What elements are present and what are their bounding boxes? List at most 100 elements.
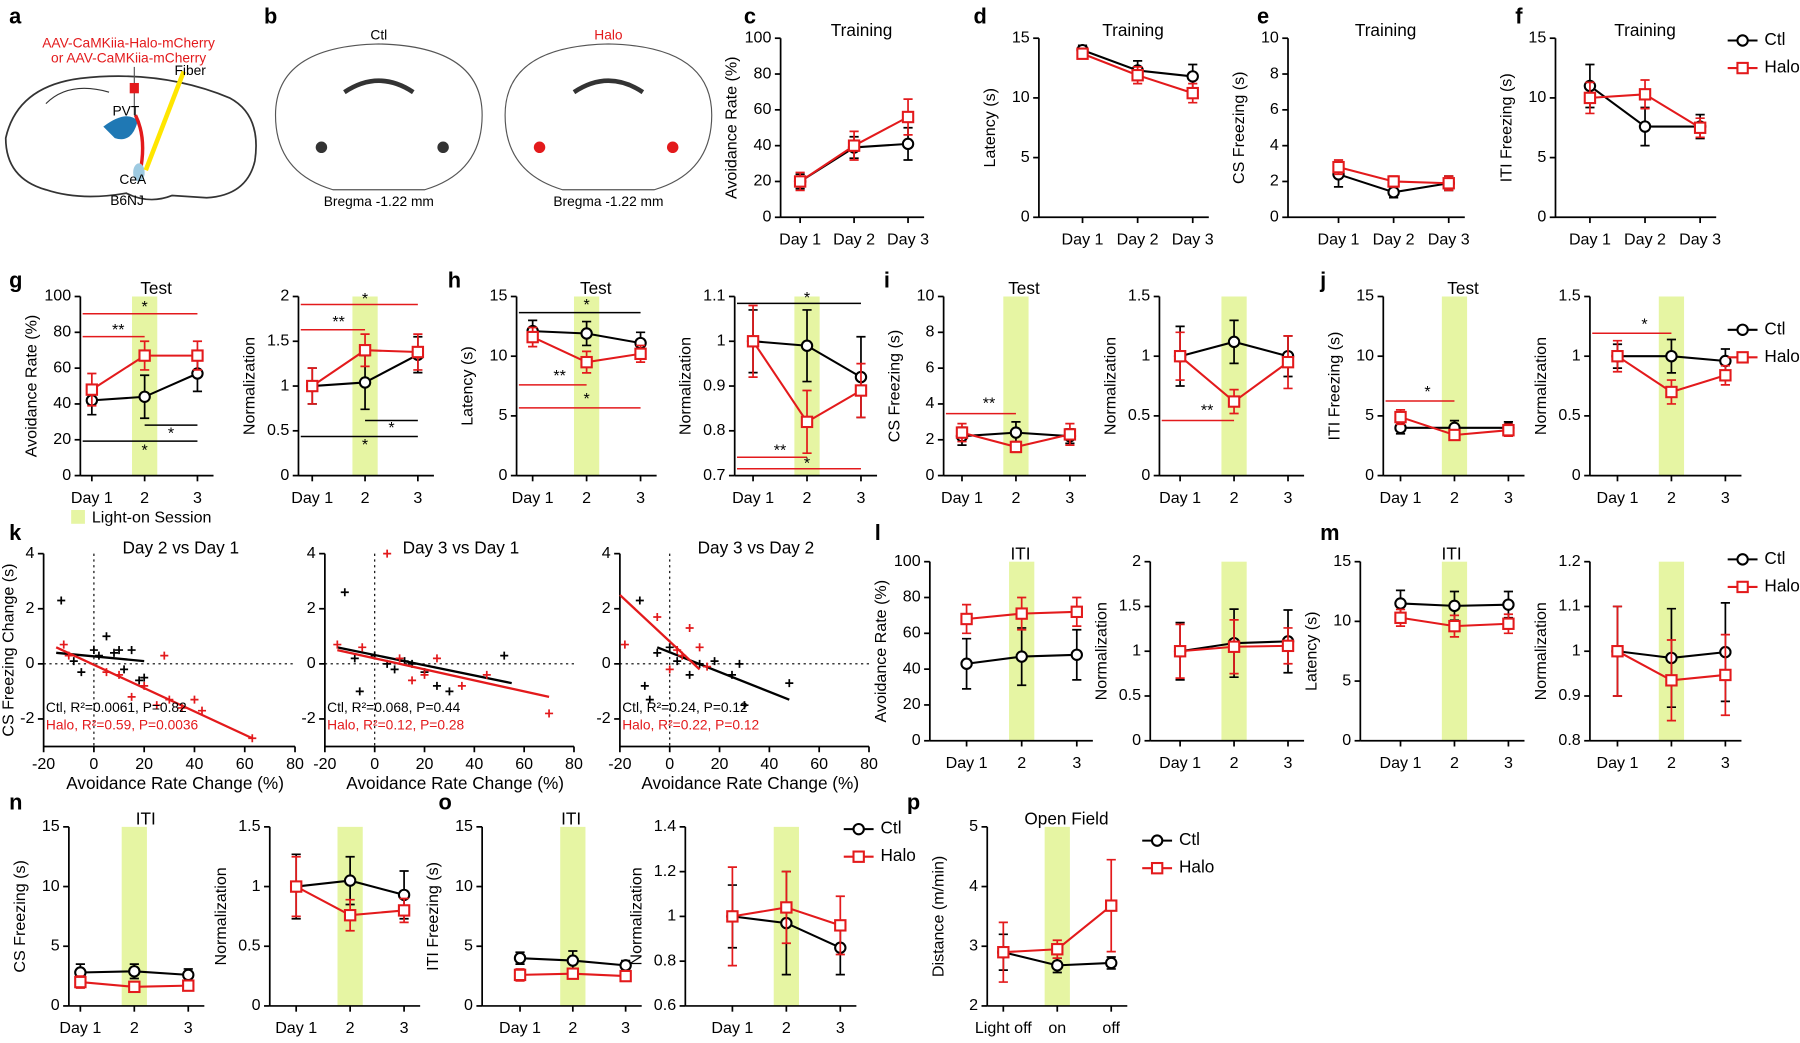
x-tick-label: 3 — [1284, 489, 1293, 507]
x-tick-label: 20 — [416, 755, 434, 773]
y-tick-label: 0 — [1365, 466, 1374, 484]
y-tick-label: 1.5 — [238, 817, 260, 835]
panel-title: Test — [140, 278, 172, 298]
y-tick-label: 80 — [53, 323, 71, 341]
data-point — [955, 426, 969, 439]
y-tick-label: 5 — [1365, 406, 1374, 424]
data-point — [420, 670, 429, 679]
x-tick-label: Day 2 — [1373, 231, 1415, 249]
y-tick-label: 1 — [1141, 346, 1150, 364]
sig-label: ** — [983, 395, 996, 413]
light-band — [1441, 561, 1468, 741]
data-point — [1442, 177, 1455, 190]
x-tick-label: 60 — [515, 755, 533, 773]
y-tick-label: 0.7 — [703, 466, 725, 484]
legend-label: Halo — [1764, 346, 1799, 366]
y-tick-label: 10 — [917, 287, 935, 305]
fit-line — [337, 648, 550, 699]
y-tick-label: 20 — [903, 695, 921, 713]
y-tick-label: 1.5 — [1558, 287, 1580, 305]
y-axis-label: ITI Freezing (s) — [1498, 73, 1516, 182]
panel-title: ITI — [1010, 543, 1030, 563]
data-point — [685, 670, 694, 679]
y-axis-label: Avoidance Rate (%) — [723, 56, 741, 199]
label: Bregma -1.22 mm — [324, 194, 434, 209]
label: CeA — [119, 172, 147, 187]
x-tick-label: 2 — [361, 489, 370, 507]
y-tick-label: 0.5 — [1558, 406, 1580, 424]
data-point — [109, 648, 119, 657]
data-point — [960, 657, 973, 670]
x-tick-label: Day 2 — [1624, 231, 1666, 249]
data-point — [1665, 385, 1678, 399]
data-point — [703, 662, 712, 671]
panel-letter: i — [884, 267, 890, 292]
panel-title: Day 2 vs Day 1 — [122, 538, 239, 558]
x-tick-label: 3 — [621, 1019, 630, 1037]
fiber-tip — [437, 141, 449, 154]
y-tick-label: 3 — [969, 936, 978, 954]
light-band — [1044, 826, 1070, 1006]
x-tick-label: Day 1 — [732, 489, 774, 507]
data-point — [1186, 70, 1199, 83]
fit-line — [656, 646, 790, 701]
data-point — [1227, 640, 1241, 653]
x-tick-label: 60 — [810, 755, 828, 773]
y-tick-label: 5 — [1021, 148, 1030, 166]
data-point — [128, 980, 141, 994]
data-point — [1583, 91, 1597, 105]
panel-title: Day 3 vs Day 2 — [698, 538, 815, 558]
y-tick-label: 0 — [762, 208, 771, 226]
x-tick-label: 2 — [140, 489, 149, 507]
y-tick-label: 0 — [62, 466, 71, 484]
sig-label: * — [142, 442, 148, 460]
x-tick-label: 3 — [636, 489, 645, 507]
data-point — [500, 651, 509, 660]
y-tick-label: 5 — [464, 936, 473, 954]
data-point — [1611, 645, 1624, 658]
data-point — [102, 632, 111, 641]
data-point — [1009, 440, 1023, 454]
y-tick-label: 2 — [26, 599, 35, 617]
y-tick-label: 2 — [1270, 172, 1279, 190]
y-tick-label: 0.5 — [238, 936, 260, 954]
y-tick-label: 5 — [51, 936, 60, 954]
x-tick-label: 3 — [1504, 754, 1513, 772]
data-point — [358, 344, 372, 357]
label: Ctl — [370, 28, 387, 43]
legend-label: Halo — [880, 845, 915, 865]
data-point — [710, 657, 719, 666]
y-tick-label: 0.9 — [703, 376, 725, 394]
legend-marker — [1736, 61, 1749, 75]
x-tick-label: 3 — [1721, 489, 1730, 507]
y-tick-label: 0.5 — [1128, 406, 1150, 424]
panel-title: Training — [1614, 20, 1676, 40]
data-point — [152, 701, 161, 710]
x-tick-label: 3 — [413, 489, 422, 507]
data-point — [191, 349, 204, 362]
x-tick-label: 3 — [1284, 754, 1293, 772]
y-tick-label: 10 — [1356, 346, 1374, 364]
data-point — [635, 596, 644, 605]
x-tick-label: 40 — [760, 755, 778, 773]
brain-fold — [45, 87, 110, 105]
x-tick-label: Day 3 — [1428, 231, 1470, 249]
x-tick-label: 0 — [665, 755, 674, 773]
x-tick-label: Day 3 — [1679, 231, 1721, 249]
legend-label: Ctl — [1764, 318, 1785, 338]
data-point — [1105, 956, 1118, 970]
y-tick-label: 0.6 — [654, 996, 676, 1014]
data-point — [289, 880, 303, 893]
brain-outline — [4, 75, 257, 201]
y-axis-label: Normalization — [627, 867, 645, 965]
y-tick-label: 0 — [1132, 731, 1141, 749]
y-tick-label: 1 — [1572, 641, 1581, 659]
y-tick-label: 80 — [754, 64, 772, 82]
panel-letter: p — [907, 790, 920, 815]
x-tick-label: 3 — [857, 489, 866, 507]
panel-letter: h — [448, 267, 461, 292]
data-point — [1394, 410, 1407, 424]
y-tick-label: 2 — [1132, 552, 1141, 570]
panel-letter: a — [9, 3, 22, 28]
y-tick-label: -2 — [301, 709, 315, 727]
